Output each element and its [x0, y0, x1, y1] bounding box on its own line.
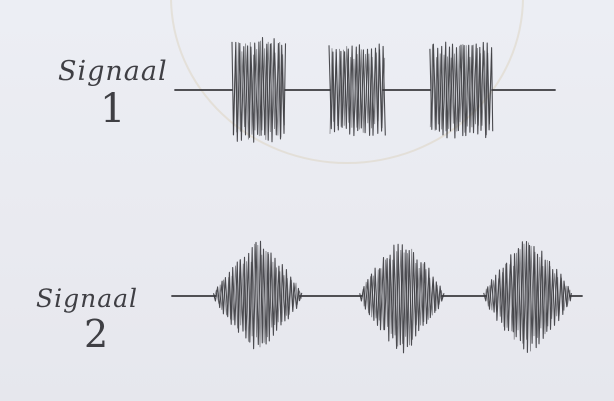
signal-2-burst [212, 240, 303, 350]
signal-2-label: Signaal 2 [36, 286, 138, 353]
signal-2-word: Signaal [36, 284, 139, 313]
signal-1-word: Signaal [58, 56, 168, 87]
signal-2-waveform [171, 240, 583, 354]
signal-1-burst [328, 43, 386, 137]
signal-1-number: 1 [100, 86, 126, 132]
signal-2-burst [359, 243, 445, 354]
signal-1-burst [429, 41, 494, 139]
signal-1-waveform [174, 37, 556, 143]
signal-2-number: 2 [84, 312, 109, 356]
signal-1-burst [231, 37, 287, 143]
signal-2-burst [483, 241, 572, 353]
signal-1-label: Signaal 1 [58, 58, 168, 129]
